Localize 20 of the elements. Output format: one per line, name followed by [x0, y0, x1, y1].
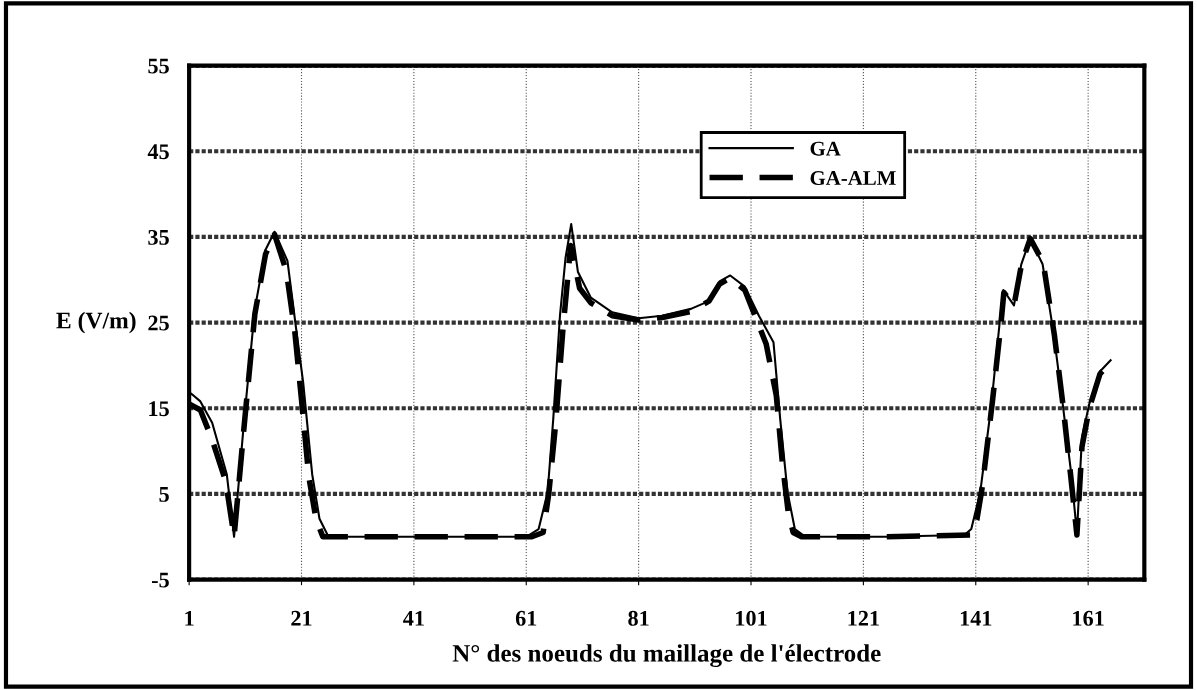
x-tick-label: 121 — [848, 610, 879, 626]
y-tick-label: -5 — [151, 572, 169, 588]
y-tick-label: 55 — [148, 58, 169, 74]
x-tick-label: 141 — [960, 610, 992, 626]
x-tick-label: 21 — [291, 610, 312, 626]
x-tick-label: 61 — [515, 610, 537, 626]
x-tick-label: 41 — [403, 610, 424, 626]
legend-label: GA — [810, 141, 841, 156]
legend-label: GA-ALM — [810, 171, 896, 186]
y-tick-label: 5 — [159, 487, 169, 502]
x-tick-label: 101 — [736, 610, 767, 626]
y-tick-label: 45 — [147, 144, 169, 160]
y-tick-label: 25 — [148, 315, 169, 331]
y-tick-label: 15 — [149, 401, 169, 417]
x-tick-label: 81 — [628, 610, 649, 626]
x-axis-title: N° des noeuds du maillage de l'électrode — [452, 644, 881, 668]
x-tick-label: 1 — [185, 610, 194, 626]
y-tick-label: 35 — [148, 229, 169, 245]
y-axis-title: E (V/m) — [56, 311, 136, 334]
x-tick-label: 161 — [1073, 610, 1104, 626]
